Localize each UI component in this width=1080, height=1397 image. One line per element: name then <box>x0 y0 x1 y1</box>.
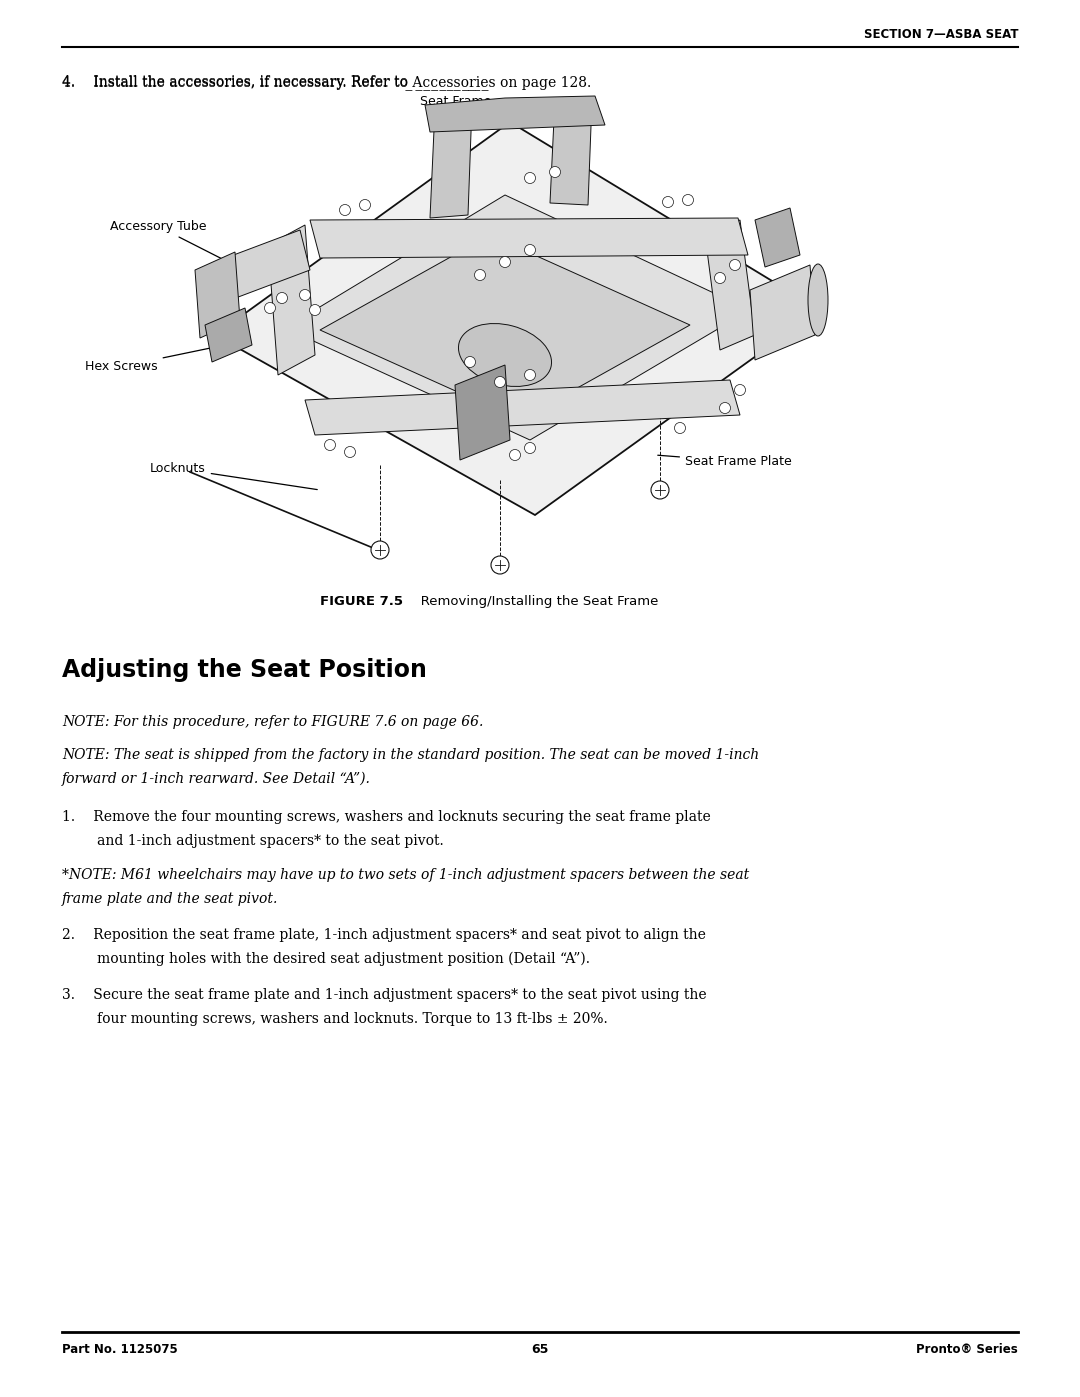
Text: Locknuts: Locknuts <box>150 462 318 489</box>
Text: Removing/Installing the Seat Frame: Removing/Installing the Seat Frame <box>408 595 659 608</box>
Text: 3.  Secure the seat frame plate and 1-inch adjustment spacers* to the seat pivot: 3. Secure the seat frame plate and 1-inc… <box>62 988 706 1002</box>
Circle shape <box>464 356 475 367</box>
Circle shape <box>495 377 505 387</box>
Text: frame plate and the seat pivot.: frame plate and the seat pivot. <box>62 893 279 907</box>
Polygon shape <box>755 208 800 267</box>
Circle shape <box>345 447 355 457</box>
Circle shape <box>339 204 351 215</box>
Circle shape <box>734 384 745 395</box>
Polygon shape <box>195 251 240 338</box>
Circle shape <box>525 443 536 454</box>
Polygon shape <box>205 307 252 362</box>
Text: 2.  Reposition the seat frame plate, 1-inch adjustment spacers* and seat pivot t: 2. Reposition the seat frame plate, 1-in… <box>62 928 706 942</box>
Polygon shape <box>426 96 605 131</box>
Text: 4.  Install the accessories, if necessary. Refer to: 4. Install the accessories, if necessary… <box>62 75 413 89</box>
Text: Part No. 1125075: Part No. 1125075 <box>62 1343 178 1356</box>
Text: Pronto® Series: Pronto® Series <box>916 1343 1018 1356</box>
Circle shape <box>510 450 521 461</box>
Circle shape <box>683 194 693 205</box>
Text: 1.  Remove the four mounting screws, washers and locknuts securing the seat fram: 1. Remove the four mounting screws, wash… <box>62 810 711 824</box>
Circle shape <box>719 402 730 414</box>
Circle shape <box>372 541 389 559</box>
Text: and 1-inch adjustment spacers* to the seat pivot.: and 1-inch adjustment spacers* to the se… <box>97 834 444 848</box>
Polygon shape <box>430 105 472 218</box>
Circle shape <box>675 422 686 433</box>
Polygon shape <box>320 235 690 420</box>
Text: SECTION 7—ASBA SEAT: SECTION 7—ASBA SEAT <box>864 28 1018 41</box>
Text: NOTE: For this procedure, refer to FIGURE 7.6 on page 66.: NOTE: For this procedure, refer to FIGUR… <box>62 715 484 729</box>
Circle shape <box>729 260 741 271</box>
Text: four mounting screws, washers and locknuts. Torque to 13 ft-lbs ± 20%.: four mounting screws, washers and locknu… <box>97 1011 608 1025</box>
Circle shape <box>299 289 311 300</box>
Polygon shape <box>305 380 740 434</box>
Circle shape <box>525 369 536 380</box>
Text: forward or 1-inch rearward. See Detail “A”).: forward or 1-inch rearward. See Detail “… <box>62 773 370 787</box>
Circle shape <box>651 481 669 499</box>
Text: Hex Screws: Hex Screws <box>85 345 222 373</box>
Ellipse shape <box>808 264 828 337</box>
Circle shape <box>715 272 726 284</box>
Circle shape <box>265 303 275 313</box>
Circle shape <box>525 172 536 183</box>
Text: 4.  Install the accessories, if necessary. Refer to ̲A̲c̲c̲e̲s̲s̲o̲r̲i̲e̲s on pa: 4. Install the accessories, if necessary… <box>62 75 591 89</box>
Text: Accessory Tube: Accessory Tube <box>110 219 238 267</box>
Text: *NOTE: M61 wheelchairs may have up to two sets of 1-inch adjustment spacers betw: *NOTE: M61 wheelchairs may have up to tw… <box>62 868 750 882</box>
Polygon shape <box>455 365 510 460</box>
Polygon shape <box>215 231 310 302</box>
Text: Seat Frame Plate: Seat Frame Plate <box>658 455 792 468</box>
Text: Seat Frame: Seat Frame <box>420 95 498 129</box>
Text: FIGURE 7.5: FIGURE 7.5 <box>320 595 403 608</box>
Polygon shape <box>215 122 820 515</box>
Polygon shape <box>285 196 750 440</box>
Text: Adjusting the Seat Position: Adjusting the Seat Position <box>62 658 427 682</box>
Circle shape <box>491 556 509 574</box>
Circle shape <box>276 292 287 303</box>
Text: NOTE: The seat is shipped from the factory in the standard position. The seat ca: NOTE: The seat is shipped from the facto… <box>62 747 759 761</box>
Text: mounting holes with the desired seat adjustment position (Detail “A”).: mounting holes with the desired seat adj… <box>97 951 590 967</box>
Circle shape <box>310 305 321 316</box>
Polygon shape <box>310 218 748 258</box>
Circle shape <box>499 257 511 267</box>
Ellipse shape <box>459 324 552 387</box>
Text: 65: 65 <box>531 1343 549 1356</box>
Polygon shape <box>705 219 755 351</box>
Circle shape <box>360 200 370 211</box>
Circle shape <box>550 166 561 177</box>
Circle shape <box>662 197 674 208</box>
Polygon shape <box>750 265 815 360</box>
Circle shape <box>525 244 536 256</box>
Polygon shape <box>268 225 315 374</box>
Circle shape <box>324 440 336 450</box>
Polygon shape <box>550 98 592 205</box>
Circle shape <box>474 270 486 281</box>
